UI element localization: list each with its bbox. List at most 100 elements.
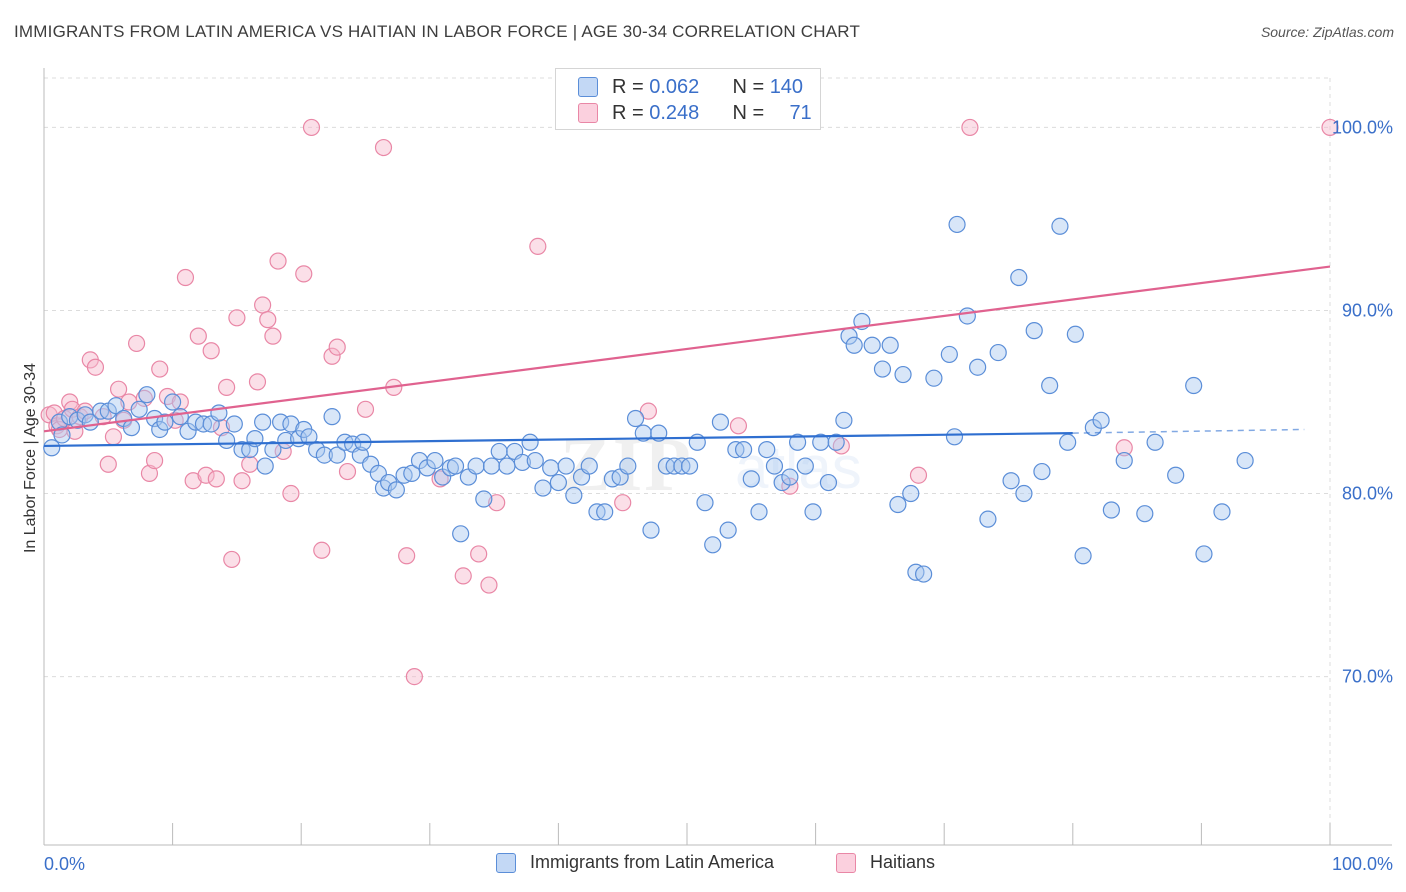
y-tick-label: 70.0% xyxy=(1342,667,1393,687)
latin-america-point xyxy=(1025,322,1043,340)
r-label: R = xyxy=(612,76,650,98)
haitians-point xyxy=(909,466,928,484)
latin-america-point xyxy=(889,495,907,514)
latin-america-point xyxy=(526,451,544,470)
latin-america-point xyxy=(804,503,822,521)
series-legend: Immigrants from Latin America Haitians xyxy=(0,851,1406,877)
latin-america-point xyxy=(1236,451,1254,470)
latin-america-point xyxy=(958,307,976,325)
latin-america-point xyxy=(765,457,784,475)
latin-america-point xyxy=(734,441,753,459)
haitians-point xyxy=(269,252,287,270)
latin-america-point xyxy=(467,457,485,475)
haitians-point xyxy=(488,494,506,512)
latin-america-point xyxy=(107,397,125,415)
n-label: N = xyxy=(732,102,770,124)
haitians-point xyxy=(313,541,331,559)
latin-america-point xyxy=(881,336,899,354)
latin-america-point xyxy=(156,413,174,431)
latin-america-point xyxy=(122,419,141,437)
latin-america-point xyxy=(940,345,958,364)
haitians-point xyxy=(338,462,357,481)
n-value-haitians: 71 xyxy=(789,102,812,124)
latin-america-point xyxy=(534,479,552,497)
latin-america-point xyxy=(452,525,470,543)
latin-america-point xyxy=(719,521,737,539)
latin-america-point xyxy=(549,473,568,492)
latin-america-point xyxy=(130,400,148,418)
latin-america-point xyxy=(513,453,531,472)
latin-america-point xyxy=(542,459,560,477)
latin-america-point xyxy=(277,431,295,450)
haitians-point xyxy=(228,309,246,327)
haitians-point xyxy=(218,378,236,396)
latin-america-point xyxy=(894,365,912,384)
y-tick-label: 80.0% xyxy=(1342,484,1393,504)
latin-america-point xyxy=(1010,268,1028,287)
haitians-point xyxy=(184,472,202,490)
latin-america-point xyxy=(1051,217,1069,235)
y-axis-title: In Labor Force | Age 30-34 xyxy=(22,362,39,554)
latin-america-point xyxy=(557,457,575,475)
x-tick-label-min: 0.0% xyxy=(44,854,85,874)
r-value-haitians: 0.248 xyxy=(649,102,700,124)
haitians-point xyxy=(302,118,321,137)
haitians-point xyxy=(86,358,105,376)
latin-america-point xyxy=(1015,484,1033,503)
haitians-point xyxy=(109,380,128,398)
haitians-point xyxy=(207,470,225,488)
tick-labels: 70.0% 80.0% 90.0% 100.0% 0.0% 100.0% xyxy=(44,117,1393,874)
latin-america-point xyxy=(1115,451,1133,470)
haitians-point xyxy=(405,667,423,686)
latin-america-point xyxy=(979,510,997,528)
haitians-point xyxy=(529,237,547,256)
y-tick-label: 90.0% xyxy=(1342,300,1393,320)
latin-america-swatch xyxy=(578,77,598,97)
latin-america-point xyxy=(475,490,493,508)
haitians-point xyxy=(480,576,498,594)
latin-america-point xyxy=(1213,503,1231,521)
latin-america-point xyxy=(873,360,892,378)
latin-america-point xyxy=(1002,472,1020,490)
latin-america-point xyxy=(626,409,645,428)
latin-america-point xyxy=(596,503,614,521)
latin-america-point xyxy=(225,415,243,433)
haitians-point xyxy=(374,138,393,157)
latin-america-point xyxy=(1136,505,1154,523)
haitians-point xyxy=(729,417,748,435)
latin-america-point xyxy=(323,408,341,426)
latin-america-point xyxy=(426,451,444,470)
haitians-point xyxy=(961,118,979,137)
haitians-point xyxy=(176,268,195,287)
source-label: Source: ZipAtlas.com xyxy=(1260,24,1394,40)
latin-america-point xyxy=(43,439,61,457)
latin-america-point xyxy=(1074,547,1092,565)
latin-america-point xyxy=(403,464,421,482)
haitians-point xyxy=(264,327,282,345)
haitians-point xyxy=(431,470,449,488)
haitians-point xyxy=(470,545,488,563)
latin-america-point xyxy=(827,433,845,451)
latin-america-point xyxy=(1033,462,1051,481)
latin-america-point xyxy=(282,415,300,433)
latin-america-point xyxy=(915,565,933,583)
latin-america-point xyxy=(863,336,881,354)
latin-america-point xyxy=(819,473,838,492)
latin-america-point xyxy=(171,408,189,426)
r-value-latin-america: 0.062 xyxy=(649,76,700,98)
axes xyxy=(43,68,1392,846)
latin-america-point xyxy=(711,413,730,431)
haitians-point xyxy=(454,567,472,585)
n-value-latin-america: 140 xyxy=(769,76,804,98)
latin-america-point xyxy=(1102,501,1120,519)
latin-america-point xyxy=(218,431,236,450)
haitians-swatch xyxy=(578,103,598,123)
haitians-point xyxy=(639,402,658,420)
latin-america-trend-extension xyxy=(1072,428,1305,434)
haitians-point xyxy=(241,455,259,473)
latin-america-point xyxy=(1195,545,1213,563)
latin-america-point xyxy=(256,457,274,475)
latin-america-point xyxy=(1092,411,1110,429)
haitians-point xyxy=(189,327,207,345)
